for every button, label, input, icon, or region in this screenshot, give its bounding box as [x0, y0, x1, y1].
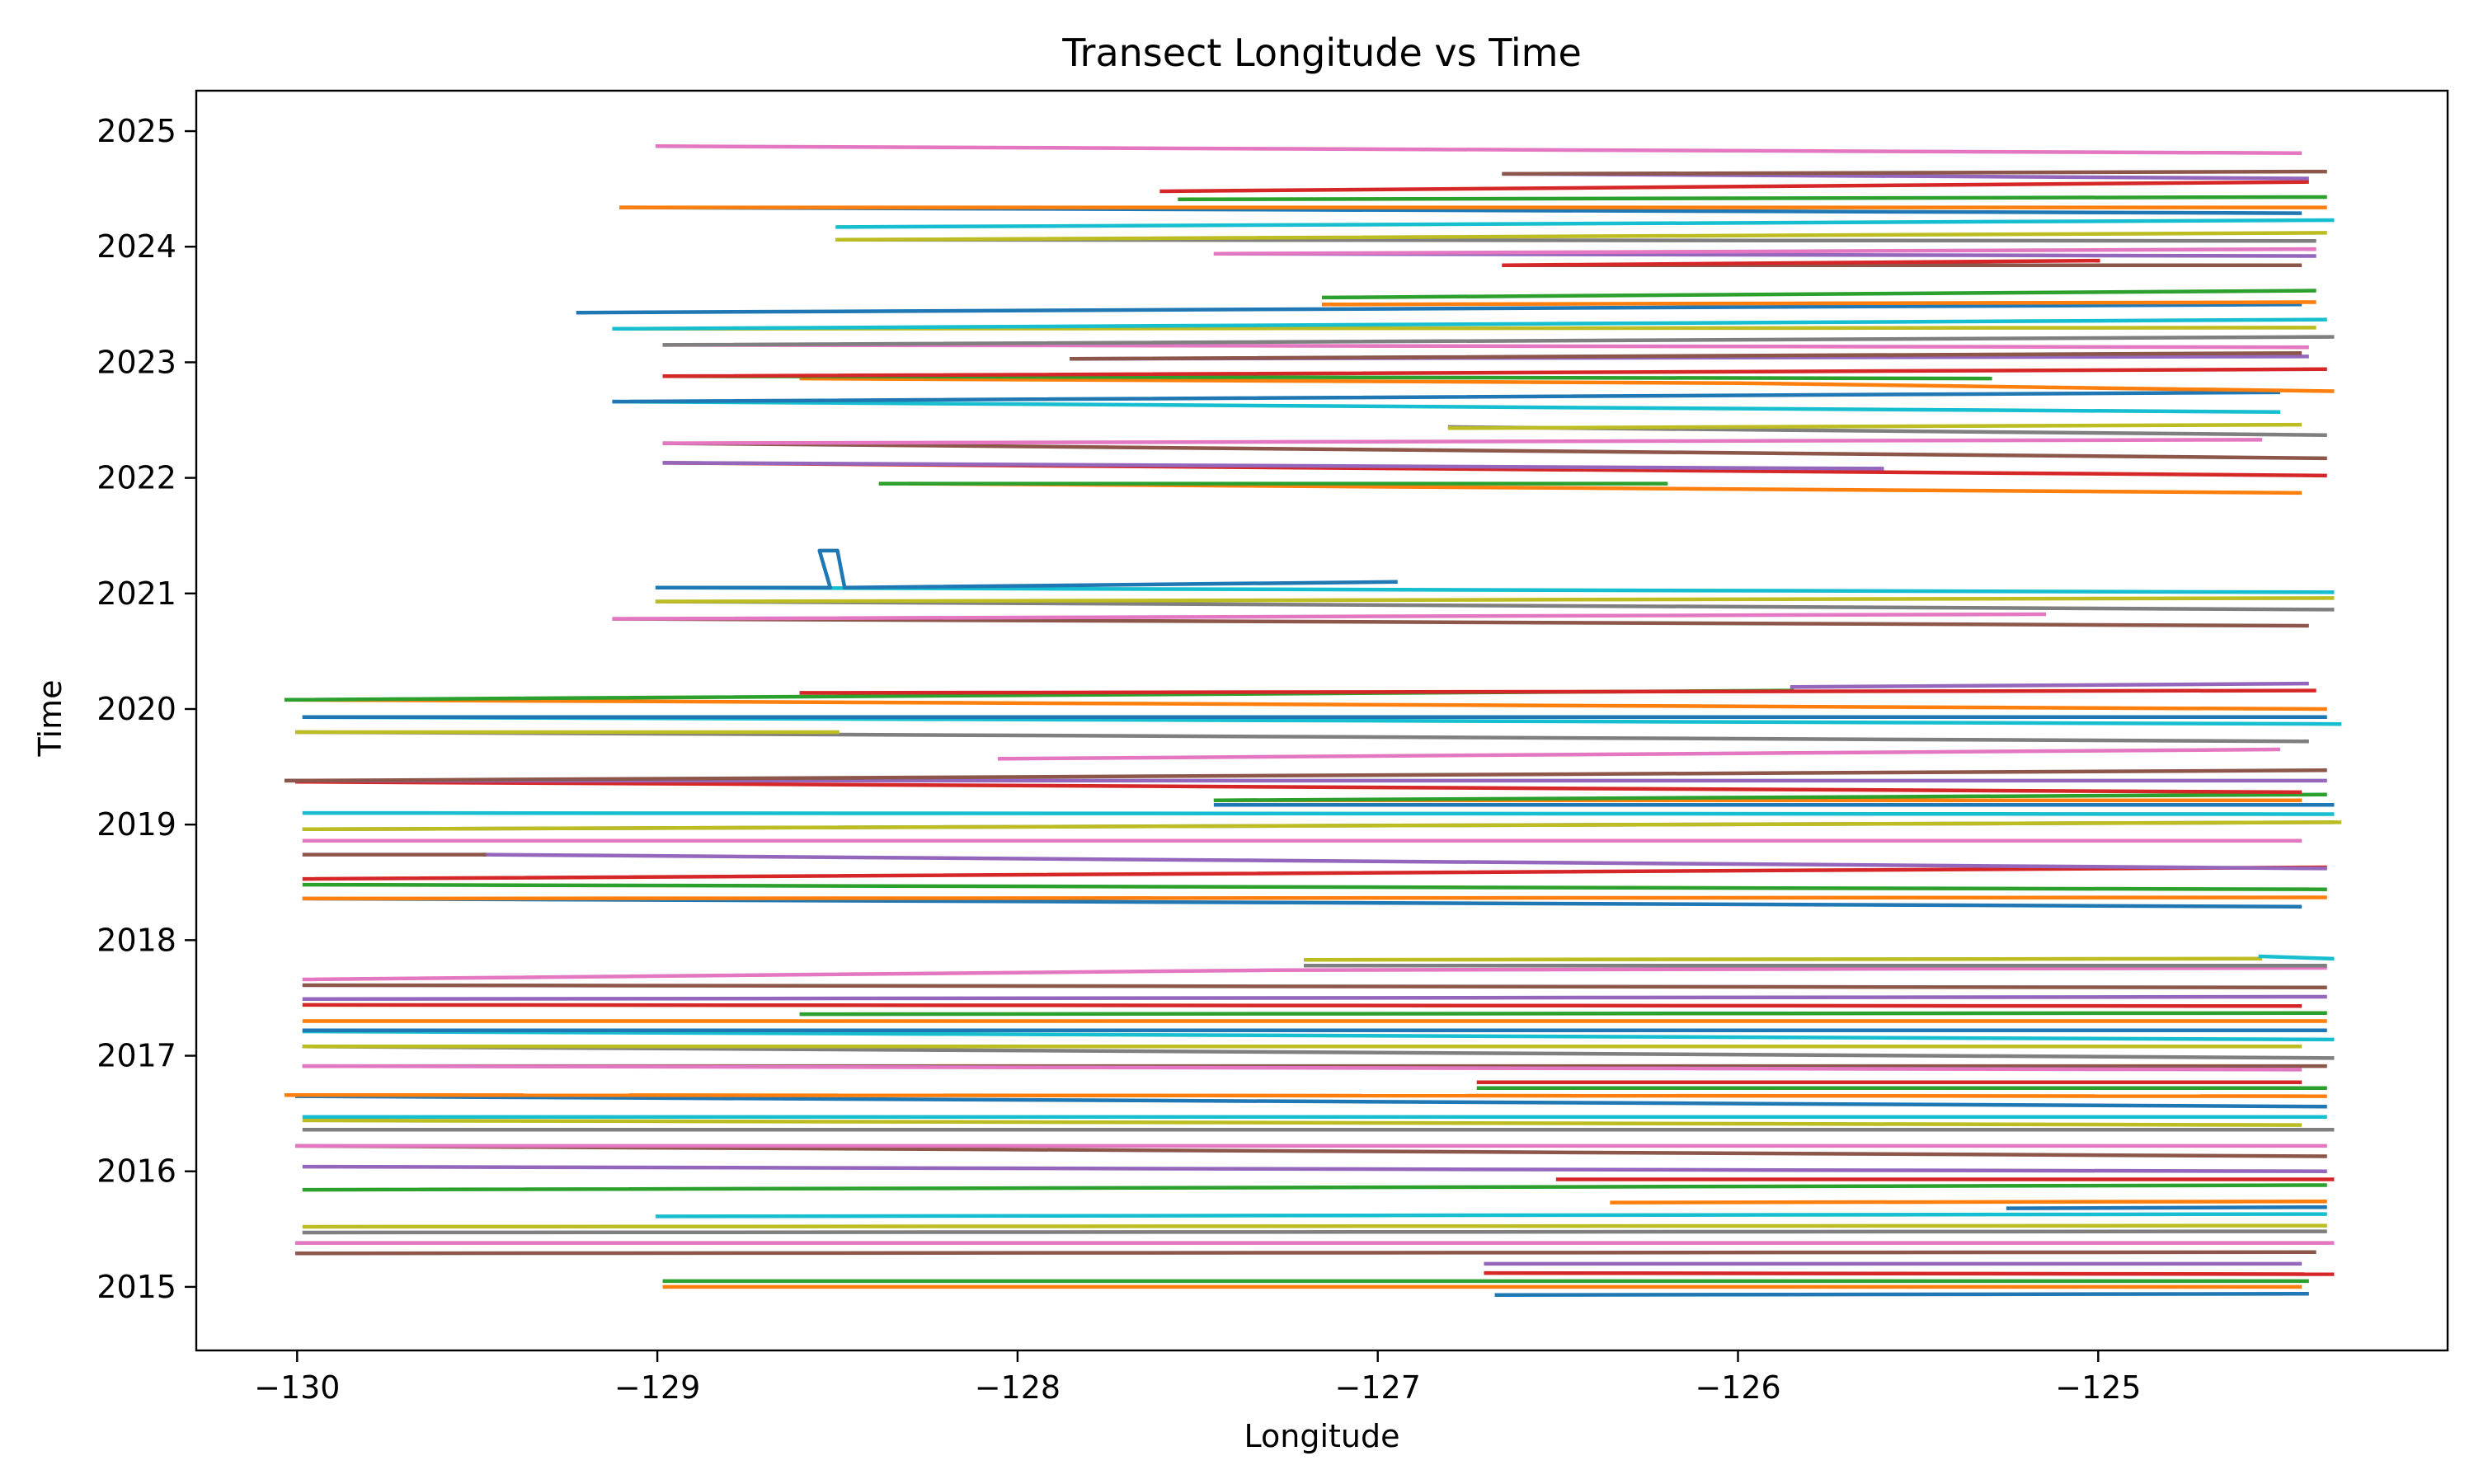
- transect-line-76: [662, 438, 2263, 445]
- transect-line-87: [662, 335, 2335, 347]
- chart-title: Transect Longitude vs Time: [1061, 31, 1582, 75]
- transect-line-5: [295, 1250, 2316, 1256]
- transect-line-70: [655, 548, 1398, 590]
- transect-line-49: [302, 810, 2335, 816]
- transect-line-75: [662, 441, 2327, 461]
- transect-line-102: [1178, 195, 2327, 202]
- transect-line-8: [302, 1229, 2327, 1235]
- y-tick-label: 2022: [96, 460, 176, 496]
- transect-line-27: [302, 1045, 2335, 1060]
- transect-line-85: [1070, 350, 2302, 361]
- transect-line-67: [655, 599, 2335, 612]
- transect-line-34: [302, 994, 2327, 1002]
- y-axis-label: Time: [32, 680, 68, 758]
- transect-line-44: [482, 852, 2327, 871]
- transect-line-52: [1213, 792, 2327, 802]
- transect-line-83: [662, 367, 2327, 378]
- x-tick-label: −125: [2055, 1369, 2141, 1406]
- axes-layer: −130 −129 −128 −127 −126 −125 2015 2016 2017 2018…: [96, 89, 2449, 1406]
- y-tick-label: 2017: [96, 1038, 176, 1074]
- transect-line-106: [655, 144, 2302, 155]
- transect-line-11: [2006, 1205, 2327, 1210]
- transect-line-41: [302, 895, 2327, 901]
- x-tick-label: −129: [614, 1369, 700, 1406]
- transect-line-81: [799, 376, 2335, 393]
- x-axis-label: Longitude: [1244, 1418, 1400, 1454]
- x-tick-label: −126: [1695, 1369, 1780, 1406]
- transect-line-78: [1447, 422, 2302, 430]
- transect-line-35: [302, 983, 2327, 990]
- transect-line-65: [612, 617, 2309, 628]
- y-tick-label: 2020: [96, 691, 176, 727]
- transect-line-43: [302, 865, 2327, 881]
- transect-line-79: [612, 399, 2280, 414]
- transect-line-64: [1790, 681, 2309, 689]
- transect-line-56: [997, 747, 2280, 761]
- y-tick-label: 2024: [96, 228, 176, 265]
- transect-line-63: [799, 688, 2316, 695]
- transect-line-80: [612, 390, 2280, 404]
- transect-line-68: [655, 596, 2335, 603]
- transect-line-74: [662, 461, 1884, 471]
- x-tick-label: −130: [254, 1369, 340, 1406]
- transect-line-22: [284, 1092, 2327, 1098]
- transect-line-42: [302, 882, 2327, 891]
- transect-line-61: [284, 697, 2327, 711]
- transect-line-90: [576, 303, 2302, 315]
- transect-line-10: [655, 1212, 2327, 1219]
- transect-line-4: [1484, 1270, 2335, 1276]
- y-tick-label: 2016: [96, 1153, 176, 1190]
- transect-line-39: [2258, 954, 2335, 961]
- transect-line-98: [835, 231, 2327, 242]
- transect-line-48: [302, 820, 2342, 832]
- y-tick-label: 2018: [96, 922, 176, 958]
- transect-line-9: [302, 1223, 2327, 1229]
- transect-line-66: [612, 612, 2047, 621]
- transect-line-33: [302, 1003, 2302, 1008]
- x-tick-label: −128: [975, 1369, 1061, 1406]
- y-tick-label: 2019: [96, 806, 176, 843]
- transect-line-55: [284, 768, 2327, 783]
- y-tick-label: 2015: [96, 1269, 176, 1305]
- transect-line-13: [302, 1183, 2327, 1192]
- series-layer: [284, 144, 2342, 1297]
- transect-line-103: [1159, 180, 2309, 194]
- transect-line-92: [1321, 289, 2316, 300]
- transect-line-96: [1213, 247, 2316, 256]
- transect-line-26: [302, 1064, 2302, 1072]
- transect-line-38: [1304, 956, 2263, 962]
- plot-frame: [195, 89, 2449, 1352]
- transect-line-91: [1321, 300, 2316, 307]
- transect-line-15: [302, 1164, 2327, 1173]
- transect-line-53: [295, 780, 2302, 795]
- transect-line-12: [1610, 1199, 2327, 1205]
- y-tick-label: 2021: [96, 575, 176, 612]
- transect-line-94: [1502, 258, 2100, 267]
- transect-line-21: [295, 1094, 2327, 1109]
- transect-line-32: [799, 1011, 2327, 1017]
- transect-line-89: [612, 317, 2327, 331]
- transect-line-19: [302, 1118, 2302, 1127]
- transect-line-105: [1502, 169, 2327, 176]
- x-tick-label: −127: [1335, 1369, 1421, 1406]
- transect-line-29: [302, 1029, 2335, 1042]
- y-tick-label: 2023: [96, 344, 176, 380]
- transect-line-99: [835, 218, 2335, 229]
- y-tick-label: 2025: [96, 113, 176, 149]
- transect-line-36: [302, 965, 2327, 982]
